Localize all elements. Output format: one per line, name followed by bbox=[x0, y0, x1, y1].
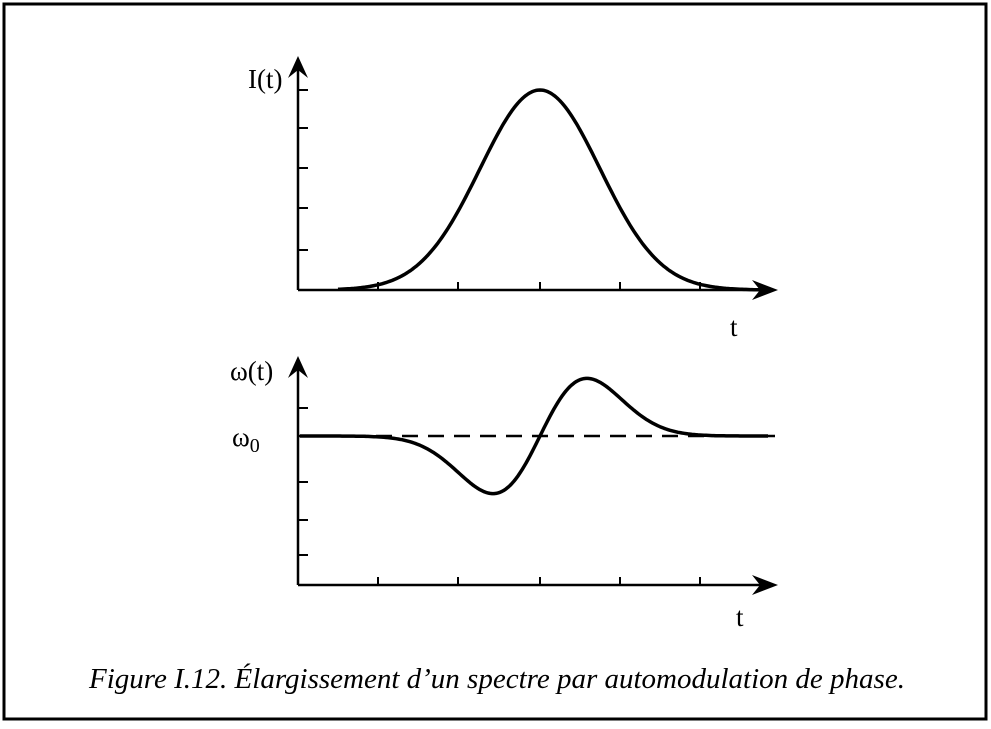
baseline-subscript: 0 bbox=[250, 435, 260, 457]
frequency-curve bbox=[300, 376, 768, 496]
y-axis-label: ω(t) bbox=[230, 356, 273, 386]
x-axis-label: t bbox=[730, 312, 738, 342]
y-axis-label: I(t) bbox=[248, 64, 282, 94]
caption: Figure I.12. Élargissement d’un spectre … bbox=[88, 662, 905, 695]
baseline-label: ω0 bbox=[232, 422, 260, 457]
x-axis-label: t bbox=[736, 602, 744, 632]
baseline-symbol: ω bbox=[232, 422, 250, 452]
intensity-curve bbox=[337, 88, 762, 292]
